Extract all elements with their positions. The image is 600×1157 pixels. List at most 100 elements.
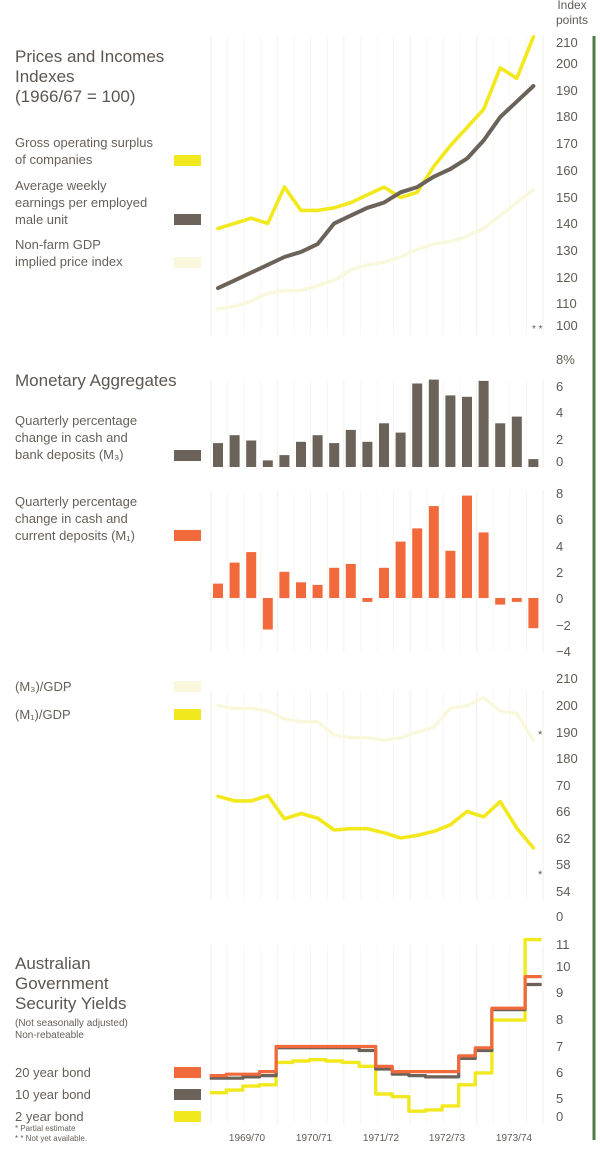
yield-20yr-line	[209, 975, 542, 1078]
yield-legend-20yr: 20 year bond	[15, 1065, 91, 1080]
m3-bar	[511, 416, 522, 467]
footnote-not-available: * * Not yet available.	[15, 1134, 88, 1143]
legend-label-gdp-price: Non-farm GDP implied price index	[15, 237, 123, 269]
ratio-marker-upper: *	[538, 729, 543, 741]
x-tick-label: 1969/70	[228, 1133, 266, 1144]
y-tick: −4	[556, 644, 571, 659]
m1-bar	[345, 563, 356, 598]
m1-bar	[229, 562, 240, 598]
ratio-marker-lower: *	[538, 869, 543, 881]
m1-bar	[495, 598, 506, 605]
y-tick: 11	[556, 937, 570, 952]
y-tick: 58	[556, 857, 571, 872]
x-tick-label: 1971/72	[362, 1133, 400, 1144]
y-tick: 70	[556, 778, 571, 793]
m1-bar	[262, 598, 273, 630]
m3-bar	[478, 380, 489, 467]
y-tick: 110	[556, 296, 577, 311]
x-tick-label: 1973/74	[495, 1133, 533, 1144]
m1-bar	[379, 567, 389, 598]
y-tick: 5	[556, 1091, 564, 1106]
legend-swatch-gos	[174, 155, 201, 166]
legend-label-awe: Average weekly earnings per employed mal…	[15, 178, 148, 227]
y-tick: 8	[556, 1012, 564, 1027]
m1-bar	[312, 584, 323, 598]
legend-swatch-gdp-price	[174, 257, 201, 268]
m1-bar	[478, 532, 489, 598]
m3-bar	[296, 441, 306, 467]
y-tick: 66	[556, 804, 571, 819]
prices-marker: * *	[532, 324, 543, 335]
y-tick: 130	[556, 243, 578, 258]
y-tick: 6	[556, 512, 564, 527]
gos-line	[216, 34, 536, 231]
awe-line	[216, 84, 536, 291]
y-tick: 190	[556, 725, 578, 740]
m3-bar	[428, 379, 439, 467]
y-tick: 0	[556, 1109, 564, 1124]
m1-bar	[279, 571, 290, 599]
m3-bar	[379, 423, 389, 467]
yield-swatch-2yr	[174, 1111, 201, 1122]
index-unit-label: Index points	[555, 0, 589, 27]
m1-bar	[511, 598, 522, 602]
y-tick: 190	[556, 83, 578, 98]
x-tick-label: 1970/71	[295, 1133, 333, 1144]
m3-bar	[495, 423, 506, 467]
y-tick: 0	[556, 591, 564, 606]
yields-subtitle: (Not seasonally adjusted) Non-rebateable	[15, 1018, 128, 1041]
y-tick: 170	[556, 136, 578, 151]
y-tick: 200	[556, 698, 578, 713]
chart-marks	[209, 34, 542, 1113]
yields-title: Australian Government Security Yields	[15, 954, 127, 1013]
m3-swatch	[174, 450, 201, 461]
m3-bar	[462, 396, 472, 467]
m1-bar	[362, 598, 373, 602]
y-tick: 100	[556, 318, 578, 333]
m3-label: Quarterly percentage change in cash and …	[15, 413, 138, 462]
yield-legend-2yr: 2 year bond	[15, 1109, 84, 1124]
ratio-legend-m3: (M₃)/GDP	[15, 679, 72, 694]
y-tick: −2	[556, 618, 571, 633]
x-tick-label: 1972/73	[428, 1133, 466, 1144]
ratio-legend-m1: (M₁)/GDP	[15, 707, 71, 722]
m3-gdp-line	[216, 696, 536, 742]
m3-bar	[362, 441, 373, 467]
m3-bar	[345, 429, 356, 467]
y-tick: 2	[556, 565, 564, 580]
y-tick: 10	[556, 959, 571, 974]
y-tick: 160	[556, 163, 578, 178]
y-tick: 6	[556, 1065, 564, 1080]
m1-bar	[428, 506, 439, 598]
yield-legend-10yr: 10 year bond	[15, 1087, 91, 1102]
y-tick: 7	[556, 1039, 564, 1054]
m3-bar	[229, 435, 240, 467]
y-tick: 62	[556, 831, 571, 846]
m1-bar	[445, 550, 456, 599]
m3-bar	[395, 432, 406, 467]
m1-bar	[246, 552, 257, 598]
m1-gdp-line	[216, 793, 536, 850]
m1-bar	[462, 495, 472, 598]
m1-bar	[213, 583, 223, 598]
y-tick: 54	[556, 884, 571, 899]
y-tick: 4	[556, 405, 564, 420]
m3-bar	[445, 395, 456, 467]
m3-bar	[213, 443, 223, 467]
ratio-swatch-m1	[174, 709, 201, 720]
m1-label: Quarterly percentage change in cash and …	[15, 494, 138, 543]
m1-bar	[412, 528, 423, 598]
y-tick: 140	[556, 216, 578, 231]
y-tick: 200	[556, 56, 578, 71]
legend-swatch-awe	[174, 214, 201, 225]
m1-bar	[528, 598, 539, 629]
y-tick: 9	[556, 985, 564, 1000]
footnote-partial-estimate: * Partial estimate	[15, 1124, 76, 1133]
m3-bar	[246, 440, 257, 467]
m1-swatch	[174, 530, 201, 541]
prices-title: Prices and Incomes Indexes (1966/67 = 10…	[15, 47, 165, 106]
m3-bar	[312, 435, 323, 467]
y-tick: 210	[556, 35, 578, 50]
m1-bar	[395, 541, 406, 598]
